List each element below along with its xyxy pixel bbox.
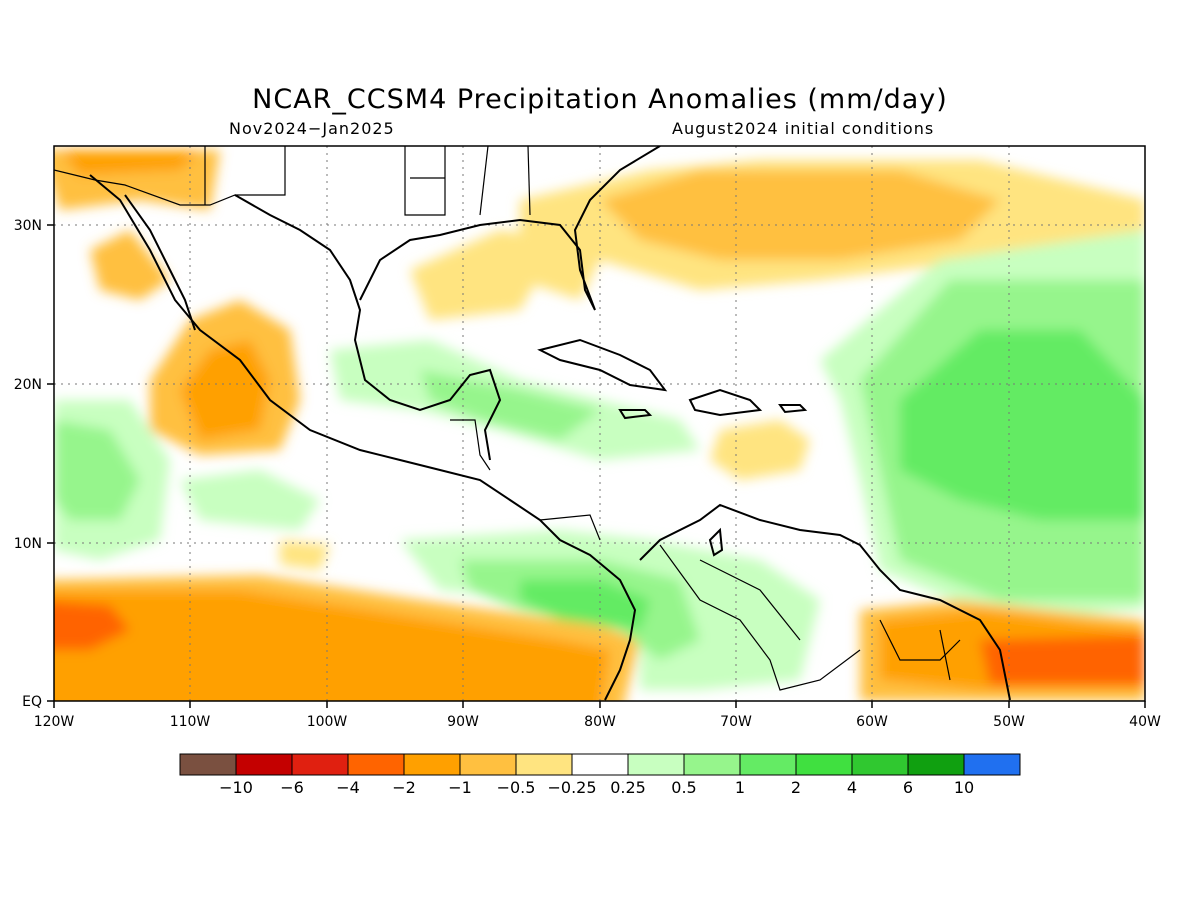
colorbar-label: −10 xyxy=(219,778,253,797)
colorbar-swatch xyxy=(795,753,853,776)
colorbar-swatch xyxy=(627,753,685,776)
colorbar-swatch xyxy=(347,753,405,776)
lon-label: 100W xyxy=(307,714,348,730)
colorbar-label: −0.5 xyxy=(497,778,536,797)
lon-label: 70W xyxy=(720,714,752,730)
graticule xyxy=(54,146,1145,701)
colorbar-swatch xyxy=(291,753,349,776)
lon-label: 120W xyxy=(34,714,75,730)
colorbar-swatch xyxy=(907,753,965,776)
lon-label: 110W xyxy=(170,714,211,730)
lon-label: 90W xyxy=(447,714,479,730)
colorbar-label: 1 xyxy=(735,778,745,797)
colorbar-label: −0.25 xyxy=(547,778,596,797)
colorbar-label: 10 xyxy=(954,778,974,797)
lon-labels: 120W 110W 100W 90W 80W 70W 60W 50W 40W xyxy=(34,714,1161,730)
colorbar-label: 0.25 xyxy=(610,778,646,797)
colorbar-label: 4 xyxy=(847,778,857,797)
colorbar-label: 6 xyxy=(903,778,913,797)
colorbar-swatch xyxy=(963,753,1021,776)
colorbar-swatch xyxy=(459,753,517,776)
colorbar-swatch xyxy=(851,753,909,776)
lat-label: 20N xyxy=(14,377,42,393)
colorbar-swatch xyxy=(571,753,629,776)
tick-marks xyxy=(47,224,1146,708)
initial-conditions: August2024 initial conditions xyxy=(672,119,935,138)
lon-label: 60W xyxy=(856,714,888,730)
colorbar-label: 0.5 xyxy=(671,778,696,797)
colorbar-swatch xyxy=(739,753,797,776)
colorbar-swatch xyxy=(235,753,293,776)
coastlines xyxy=(89,146,1011,701)
colorbar-label: −6 xyxy=(280,778,304,797)
anomaly-field xyxy=(54,146,1145,701)
colorbar-label: −1 xyxy=(448,778,472,797)
lat-labels: EQ 10N 20N 30N xyxy=(14,218,42,710)
colorbar-swatch xyxy=(515,753,573,776)
map-title: NCAR_CCSM4 Precipitation Anomalies (mm/d… xyxy=(252,84,948,115)
colorbar-label: 2 xyxy=(791,778,801,797)
colorbar-swatch xyxy=(683,753,741,776)
colorbar: −10 −6 −4 −2 −1 −0.5 −0.25 0.25 0.5 1 2 4 6 10 xyxy=(179,753,1021,797)
forecast-period: Nov2024−Jan2025 xyxy=(229,119,395,138)
lon-label: 50W xyxy=(993,714,1025,730)
colorbar-swatch xyxy=(179,753,237,776)
colorbar-swatch xyxy=(403,753,461,776)
lat-label: 30N xyxy=(14,218,42,234)
colorbar-label: −2 xyxy=(392,778,416,797)
lon-label: 80W xyxy=(584,714,616,730)
borders xyxy=(54,146,961,691)
lon-label: 40W xyxy=(1129,714,1161,730)
colorbar-label: −4 xyxy=(336,778,360,797)
lat-label: 10N xyxy=(14,536,42,552)
lat-label: EQ xyxy=(22,694,42,710)
